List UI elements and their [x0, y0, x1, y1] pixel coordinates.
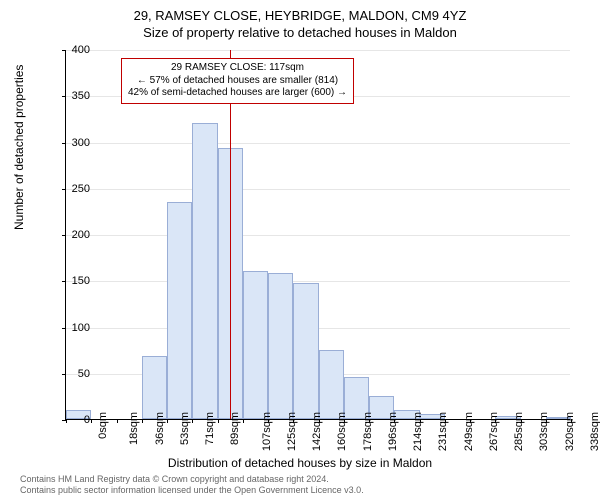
- gridline: [66, 235, 570, 236]
- xtick-label: 267sqm: [488, 412, 500, 451]
- xtick-label: 107sqm: [261, 412, 273, 451]
- footer-line-2: Contains public sector information licen…: [20, 485, 364, 496]
- xtick-label: 18sqm: [128, 412, 140, 445]
- xtick-mark: [91, 419, 92, 423]
- xtick-label: 214sqm: [412, 412, 424, 451]
- annotation-line-2: ← 57% of detached houses are smaller (81…: [128, 75, 347, 88]
- histogram-bar: [319, 350, 344, 419]
- xtick-mark: [495, 419, 496, 423]
- gridline: [66, 50, 570, 51]
- chart-container: 29, RAMSEY CLOSE, HEYBRIDGE, MALDON, CM9…: [0, 0, 600, 500]
- xtick-label: 338sqm: [589, 412, 600, 451]
- xtick-label: 178sqm: [362, 412, 374, 451]
- xtick-label: 303sqm: [538, 412, 550, 451]
- xtick-mark: [268, 419, 269, 423]
- xtick-mark: [167, 419, 168, 423]
- xtick-label: 125sqm: [286, 412, 298, 451]
- xtick-label: 249sqm: [463, 412, 475, 451]
- ytick-label: 50: [60, 368, 90, 380]
- histogram-bar: [167, 202, 192, 419]
- xtick-label: 142sqm: [311, 412, 323, 451]
- ytick-label: 300: [60, 137, 90, 149]
- xtick-label: 53sqm: [179, 412, 191, 445]
- xtick-label: 71sqm: [204, 412, 216, 445]
- footer-attribution: Contains HM Land Registry data © Crown c…: [20, 474, 364, 496]
- xtick-mark: [394, 419, 395, 423]
- x-axis-label: Distribution of detached houses by size …: [0, 456, 600, 470]
- chart-area: 0sqm18sqm36sqm53sqm71sqm89sqm107sqm125sq…: [65, 50, 570, 420]
- xtick-label: 285sqm: [513, 412, 525, 451]
- ytick-label: 400: [60, 44, 90, 56]
- plot-region: 0sqm18sqm36sqm53sqm71sqm89sqm107sqm125sq…: [65, 50, 570, 420]
- ytick-label: 200: [60, 229, 90, 241]
- xtick-mark: [344, 419, 345, 423]
- xtick-mark: [117, 419, 118, 423]
- xtick-mark: [571, 419, 572, 423]
- annotation-line-3: 42% of semi-detached houses are larger (…: [128, 87, 347, 100]
- annotation-box: 29 RAMSEY CLOSE: 117sqm← 57% of detached…: [121, 58, 354, 104]
- ytick-label: 100: [60, 322, 90, 334]
- gridline: [66, 143, 570, 144]
- xtick-label: 320sqm: [564, 412, 576, 451]
- ytick-label: 250: [60, 183, 90, 195]
- xtick-mark: [293, 419, 294, 423]
- xtick-mark: [470, 419, 471, 423]
- xtick-mark: [142, 419, 143, 423]
- xtick-mark: [192, 419, 193, 423]
- xtick-mark: [420, 419, 421, 423]
- annotation-line-1: 29 RAMSEY CLOSE: 117sqm: [128, 62, 347, 75]
- histogram-bar: [268, 273, 293, 419]
- xtick-label: 36sqm: [154, 412, 166, 445]
- xtick-label: 160sqm: [336, 412, 348, 451]
- histogram-bar: [142, 356, 167, 419]
- xtick-label: 0sqm: [97, 412, 109, 439]
- footer-line-1: Contains HM Land Registry data © Crown c…: [20, 474, 364, 485]
- histogram-bar: [243, 271, 268, 419]
- xtick-mark: [521, 419, 522, 423]
- chart-title-sub: Size of property relative to detached ho…: [0, 23, 600, 40]
- ytick-label: 0: [60, 414, 90, 426]
- y-axis-label: Number of detached properties: [12, 65, 26, 230]
- xtick-label: 196sqm: [387, 412, 399, 451]
- ytick-label: 150: [60, 275, 90, 287]
- xtick-mark: [319, 419, 320, 423]
- xtick-mark: [218, 419, 219, 423]
- gridline: [66, 189, 570, 190]
- reference-line: [230, 50, 231, 419]
- xtick-label: 231sqm: [437, 412, 449, 451]
- ytick-label: 350: [60, 90, 90, 102]
- xtick-mark: [243, 419, 244, 423]
- xtick-mark: [445, 419, 446, 423]
- chart-title-main: 29, RAMSEY CLOSE, HEYBRIDGE, MALDON, CM9…: [0, 0, 600, 23]
- xtick-mark: [546, 419, 547, 423]
- histogram-bar: [293, 283, 318, 419]
- xtick-mark: [369, 419, 370, 423]
- histogram-bar: [192, 123, 217, 419]
